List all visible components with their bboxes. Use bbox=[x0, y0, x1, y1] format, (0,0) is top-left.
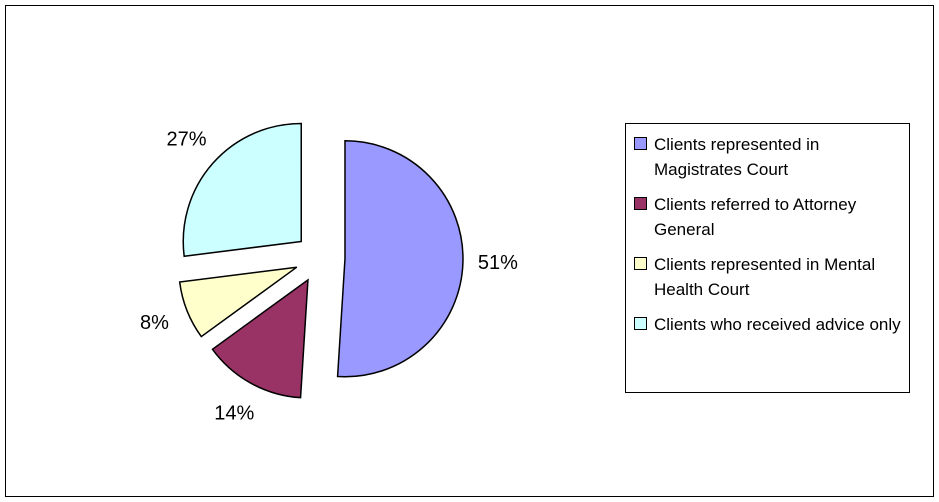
legend-swatch bbox=[634, 317, 647, 330]
pie-slice bbox=[178, 266, 298, 338]
legend: Clients represented in Magistrates Court… bbox=[625, 123, 910, 393]
legend-item: Clients represented in Magistrates Court bbox=[634, 132, 903, 182]
data-label: 51% bbox=[478, 252, 518, 274]
data-label: 27% bbox=[166, 129, 206, 151]
legend-label: Clients represented in Mental Health Cou… bbox=[654, 255, 876, 299]
data-label: 14% bbox=[214, 402, 254, 424]
legend-item: Clients represented in Mental Health Cou… bbox=[634, 252, 903, 302]
legend-swatch bbox=[634, 197, 647, 210]
legend-swatch bbox=[634, 137, 647, 150]
legend-item: Clients who received advice only bbox=[634, 312, 903, 337]
legend-label: Clients referred to Attorney General bbox=[654, 195, 857, 239]
pie-slice bbox=[182, 122, 302, 258]
legend-label: Clients who received advice only bbox=[654, 315, 901, 334]
data-label: 8% bbox=[140, 312, 169, 334]
pie-slice bbox=[211, 278, 309, 399]
legend-swatch bbox=[634, 257, 647, 270]
chart-frame bbox=[5, 5, 934, 497]
pie-slice bbox=[336, 140, 464, 378]
legend-label: Clients represented in Magistrates Court bbox=[654, 135, 820, 179]
legend-item: Clients referred to Attorney General bbox=[634, 192, 903, 242]
